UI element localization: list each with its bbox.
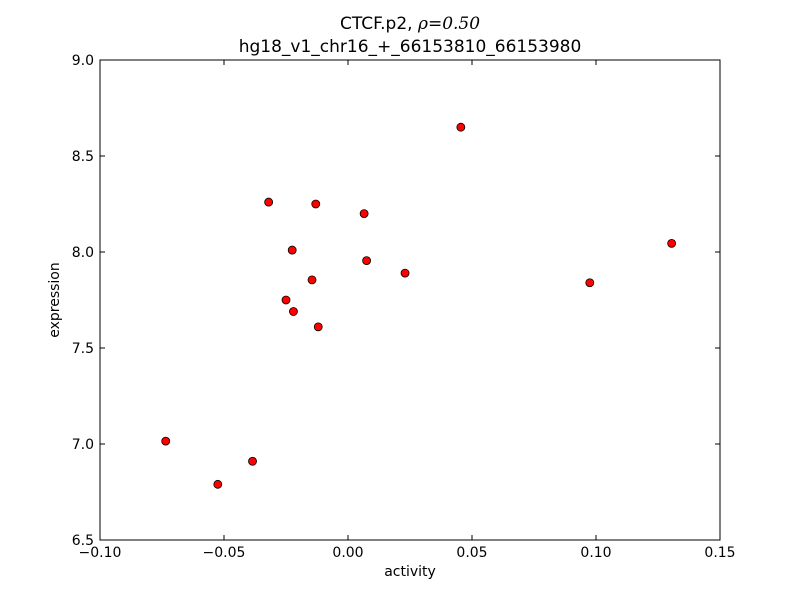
data-point (287, 245, 297, 255)
data-points (161, 122, 677, 489)
x-tick-label: 0.05 (456, 545, 487, 561)
y-tick-label: 6.5 (72, 533, 94, 549)
x-tick-label: 0.00 (332, 545, 363, 561)
x-tick-label: 0.10 (580, 545, 611, 561)
x-tick-label: −0.05 (203, 545, 246, 561)
y-tick-label: 8.0 (72, 245, 94, 261)
y-axis-label: expression (47, 262, 63, 338)
chart-subtitle: hg18_v1_chr16_+_66153810_66153980 (239, 37, 582, 57)
data-point (456, 122, 466, 132)
plot-area (99, 59, 721, 541)
axis-ticks: −0.10 −0.05 0.00 0.05 0.10 0.15 6.5 7.0 7.5 8.0 8.… (72, 53, 736, 561)
data-point (362, 256, 372, 266)
data-point (161, 436, 171, 446)
x-tick-label: −0.10 (79, 545, 122, 561)
x-tick-label: 0.15 (704, 545, 735, 561)
chart-title: CTCF.p2, ρ=0.50 (340, 14, 480, 34)
data-point (585, 278, 595, 288)
data-point (313, 322, 323, 332)
chart-title-prefix: CTCF.p2, (340, 14, 418, 34)
x-axis-label: activity (384, 564, 436, 580)
data-point (264, 197, 274, 207)
y-tick-label: 7.0 (72, 437, 94, 453)
data-point (400, 268, 410, 278)
data-point (667, 238, 677, 248)
chart-title-rho: ρ=0.50 (417, 14, 480, 34)
y-tick-label: 8.5 (72, 149, 94, 165)
data-point (359, 209, 369, 219)
data-point (311, 199, 321, 209)
data-point (289, 307, 298, 316)
data-point (248, 456, 257, 466)
data-point (213, 479, 223, 489)
data-point (281, 295, 291, 305)
y-tick-label: 9.0 (72, 53, 94, 69)
y-tick-label: 7.5 (72, 341, 94, 357)
data-point (307, 275, 317, 285)
